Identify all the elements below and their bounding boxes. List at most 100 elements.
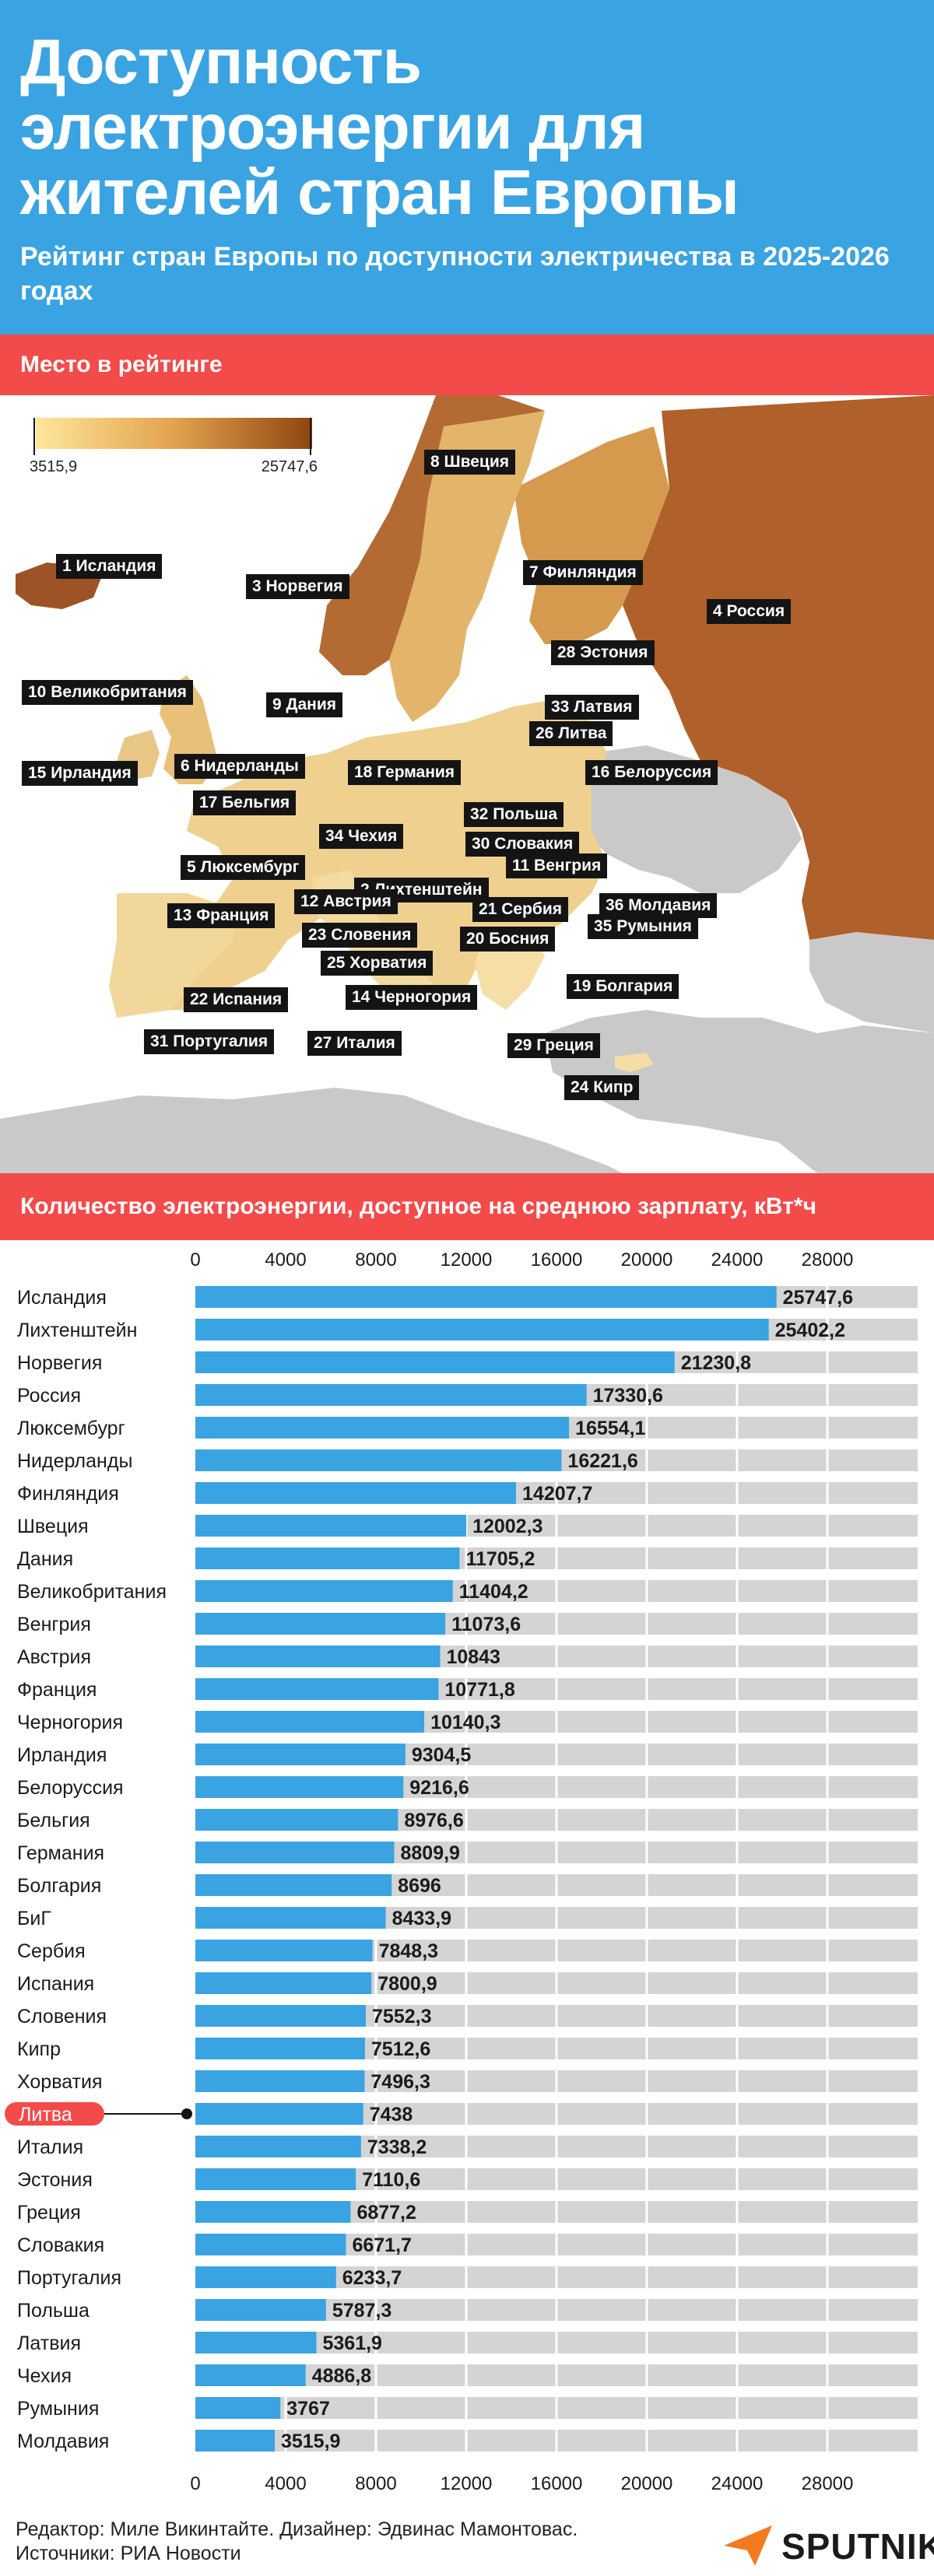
value-label: 6877,2 xyxy=(356,2202,416,2224)
value-label: 4886,8 xyxy=(312,2365,372,2387)
value-label: 12002,3 xyxy=(472,1516,542,1537)
europe-map: 1 Исландия 2 Лихтенштейн 3 Норвегия 4 Росси… xyxy=(0,395,934,1173)
category-label: Сербия xyxy=(17,1940,86,1962)
bar xyxy=(195,2397,281,2419)
value-label: 5787,3 xyxy=(332,2300,392,2322)
bar xyxy=(195,2299,326,2321)
bar xyxy=(195,1907,386,1929)
value-label: 16221,6 xyxy=(567,1450,637,1472)
value-label: 7800,9 xyxy=(377,1973,437,1995)
value-label: 14207,7 xyxy=(522,1483,592,1505)
map-canvas xyxy=(0,395,934,1173)
bar xyxy=(195,1449,562,1471)
value-label: 7496,3 xyxy=(370,2071,430,2093)
value-label: 6671,7 xyxy=(352,2234,411,2256)
value-label: 10843 xyxy=(446,1646,500,1668)
map-label-27: 27 Италия xyxy=(307,1031,402,1056)
bar xyxy=(195,2364,306,2386)
value-label: 7438 xyxy=(370,2104,413,2126)
sputnik-logo-icon xyxy=(724,2525,772,2566)
value-label: 6233,7 xyxy=(342,2267,402,2289)
map-label-22: 22 Испания xyxy=(184,987,289,1012)
value-label: 21230,8 xyxy=(681,1352,751,1374)
tick-label-top: 8000 xyxy=(355,1249,396,1270)
bar xyxy=(195,1580,453,1602)
value-label: 8433,9 xyxy=(392,1908,451,1929)
bar-chart: Исландия 25747,6 Лихтенштейн 25402,2 Норвеги… xyxy=(0,1240,934,2501)
credits: Редактор: Миле Викинтайте. Дизайнер: Эдв… xyxy=(16,2518,669,2566)
tick-label-bottom: 24000 xyxy=(711,2473,764,2494)
sputnik-logo: SPUTNIK xyxy=(721,2522,934,2569)
bar xyxy=(195,1613,446,1635)
page-title: Доступность электроэнергии для жителей с… xyxy=(20,26,739,228)
category-label: Польша xyxy=(17,2300,90,2322)
bar xyxy=(195,1809,399,1831)
bar xyxy=(195,2005,367,2027)
bar xyxy=(195,1482,517,1504)
map-label-26: 26 Литва xyxy=(529,721,613,746)
page-subtitle: Рейтинг стран Европы по доступности элек… xyxy=(20,242,890,306)
bar xyxy=(195,1515,467,1537)
tick-label-bottom: 20000 xyxy=(621,2473,673,2494)
map-label-19: 19 Болгария xyxy=(567,974,679,999)
bar xyxy=(195,1842,395,1863)
tick-label-top: 12000 xyxy=(441,1249,493,1270)
bar xyxy=(195,2038,365,2059)
category-label: БиГ xyxy=(17,1908,51,1929)
category-label: Ирландия xyxy=(17,1744,107,1766)
value-label: 17330,6 xyxy=(593,1385,663,1407)
category-label: Франция xyxy=(17,1679,97,1701)
map-label-6: 6 Нидерланды xyxy=(174,754,305,779)
bar xyxy=(195,1776,404,1798)
map-label-31: 31 Португалия xyxy=(144,1029,275,1054)
tick-label-top: 28000 xyxy=(802,1249,854,1270)
category-label: Португалия xyxy=(17,2267,121,2289)
tick-label-top: 20000 xyxy=(621,1249,673,1270)
value-label: 8696 xyxy=(398,1875,441,1897)
value-label: 10771,8 xyxy=(444,1679,514,1701)
category-label: Австрия xyxy=(17,1646,91,1668)
value-label: 7338,2 xyxy=(367,2136,427,2158)
bar-chart-canvas: Исландия 25747,6 Лихтенштейн 25402,2 Норвеги… xyxy=(5,1249,918,2494)
map-label-12: 12 Австрия xyxy=(294,889,398,914)
map-label-10: 10 Великобритания xyxy=(22,680,193,705)
category-label: Финляндия xyxy=(17,1483,119,1505)
category-label: Россия xyxy=(17,1385,81,1407)
map-label-9: 9 Дания xyxy=(266,692,343,717)
legend-min-label: 3515,9 xyxy=(30,458,78,475)
value-label: 25402,2 xyxy=(775,1320,845,1341)
map-label-8: 8 Швеция xyxy=(424,450,516,475)
map-label-3: 3 Норвегия xyxy=(246,574,349,599)
bar xyxy=(195,2103,363,2125)
map-label-33: 33 Латвия xyxy=(545,695,639,720)
map-label-36: 36 Молдавия xyxy=(599,893,718,918)
bar xyxy=(195,1319,769,1341)
tick-label-bottom: 0 xyxy=(190,2473,200,2494)
bar xyxy=(195,2266,336,2288)
map-label-14: 14 Черногория xyxy=(346,985,478,1010)
bar xyxy=(195,1417,570,1439)
value-label: 3767 xyxy=(286,2398,330,2420)
bar xyxy=(195,2234,346,2255)
category-label: Лихтенштейн xyxy=(17,1320,137,1341)
legend-tick-max xyxy=(310,418,311,455)
category-label: Испания xyxy=(17,1973,94,1995)
bar xyxy=(195,1547,460,1569)
category-label: Словения xyxy=(17,2006,107,2028)
value-label: 7110,6 xyxy=(362,2169,420,2191)
bar xyxy=(195,1384,587,1406)
value-label: 11073,6 xyxy=(451,1614,521,1635)
map-label-17: 17 Бельгия xyxy=(193,790,297,815)
bar xyxy=(195,1940,373,1961)
category-label: Чехия xyxy=(17,2365,72,2387)
tick-label-top: 4000 xyxy=(265,1249,306,1270)
highlight-pill xyxy=(5,2102,104,2126)
map-label-11: 11 Венгрия xyxy=(506,853,608,878)
category-label: Германия xyxy=(17,1842,104,1864)
value-label: 11404,2 xyxy=(459,1581,528,1603)
category-label: Литва xyxy=(19,2104,72,2126)
category-label: Словакия xyxy=(17,2234,104,2256)
category-label: Люксембург xyxy=(17,1418,125,1439)
bar xyxy=(195,1972,372,1994)
map-label-15: 15 Ирландия xyxy=(22,761,138,786)
